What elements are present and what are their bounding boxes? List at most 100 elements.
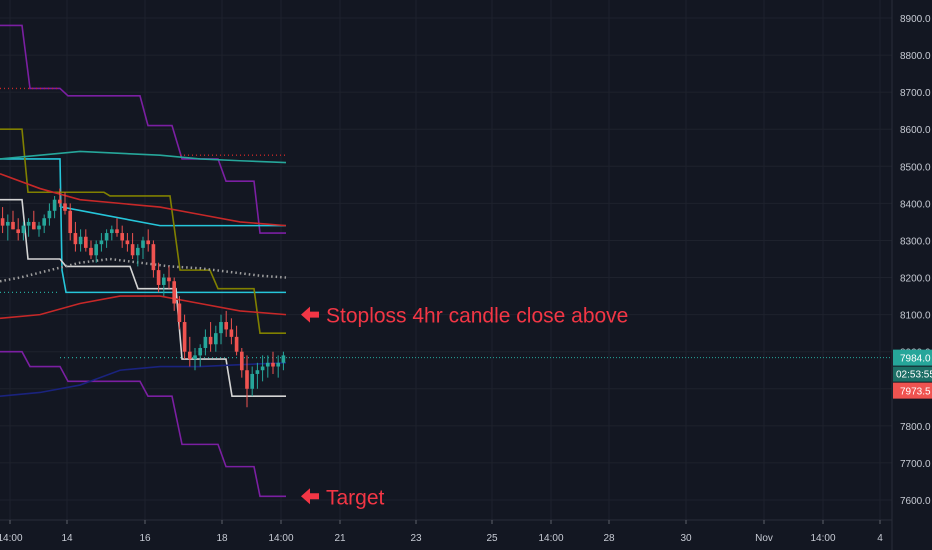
indicator-line — [0, 198, 286, 397]
candle-body — [193, 355, 197, 360]
price-tick-label: 8600.0 — [900, 125, 931, 136]
candle-body — [130, 244, 135, 256]
price-tick-label: 8100.0 — [900, 311, 931, 322]
candle-body — [255, 370, 260, 374]
candle-body — [99, 240, 104, 245]
candle-body — [271, 362, 275, 367]
candle-body — [156, 270, 161, 285]
countdown-tag — [893, 366, 932, 382]
candle-body — [219, 322, 223, 334]
time-tick-label: 25 — [486, 533, 498, 544]
annotation-text: Stoploss 4hr candle close above — [326, 305, 628, 328]
time-tick-label: 16 — [139, 533, 151, 544]
candle-body — [21, 225, 26, 234]
price-tick-label: 7600.0 — [900, 496, 931, 507]
time-tick-label: Nov — [755, 533, 773, 544]
price-tick-label: 8700.0 — [900, 88, 931, 99]
candle-body — [94, 244, 99, 256]
price-tick-label: 8200.0 — [900, 274, 931, 285]
candle-body — [16, 229, 21, 234]
indicator-line — [0, 362, 287, 397]
candle-body — [151, 244, 156, 271]
candle-body — [26, 221, 31, 226]
indicator-line — [0, 158, 286, 294]
price-tick-label: 8500.0 — [900, 162, 931, 173]
candle-body — [89, 247, 93, 256]
candle-body — [146, 240, 151, 245]
candle-body — [120, 233, 125, 241]
time-tick-label: 14:00 — [538, 533, 563, 544]
candle-body — [203, 336, 208, 348]
candle-body — [213, 333, 218, 345]
moving-average-line — [0, 257, 287, 283]
candle-body — [229, 329, 234, 337]
candle-body — [0, 218, 5, 226]
candle-body — [172, 281, 177, 304]
time-tick-label: 14:00 — [810, 533, 835, 544]
candle-body — [245, 370, 249, 389]
annotation-text: Target — [326, 486, 385, 509]
time-tick-label: 4 — [877, 533, 883, 544]
price-tick-label: 7800.0 — [900, 422, 931, 433]
candle-body — [224, 322, 229, 330]
time-tick-label: 14:00 — [0, 533, 23, 544]
candle-body — [167, 277, 171, 282]
price-tick-label: 8800.0 — [900, 51, 931, 62]
candle-body — [239, 351, 244, 371]
indicator-line — [0, 295, 287, 320]
indicator-line — [61, 206, 286, 227]
candle-body — [265, 362, 270, 367]
candle-body — [68, 210, 73, 234]
candle-body — [208, 336, 213, 345]
candle-body — [31, 221, 36, 230]
indicator-line — [0, 24, 286, 234]
candle-body — [47, 210, 52, 219]
price-tick-label: 8400.0 — [900, 199, 931, 210]
candle-body — [63, 203, 67, 211]
time-tick-label: 28 — [603, 533, 615, 544]
price-tick-label: 8300.0 — [900, 236, 931, 247]
last-price-tag — [893, 349, 932, 366]
time-tick-label: 23 — [410, 533, 422, 544]
price-tick-label: 8900.0 — [900, 14, 931, 25]
candle-body — [5, 221, 10, 226]
candle-body — [135, 247, 140, 256]
candle-body — [73, 233, 78, 245]
candle-body — [83, 236, 88, 248]
last-price-label: 7984.0 — [900, 354, 931, 365]
candle-body — [78, 236, 83, 245]
price-tick-label: 7700.0 — [900, 459, 931, 470]
time-tick-label: 21 — [334, 533, 346, 544]
candle-body — [187, 351, 192, 360]
indicator-line — [0, 128, 286, 334]
candle-body — [198, 347, 203, 356]
countdown-label: 02:53:55 — [896, 370, 932, 381]
low-price-tag — [893, 382, 932, 399]
candle-body — [42, 218, 47, 226]
time-tick-label: 14 — [61, 533, 73, 544]
time-tick-label: 14:00 — [268, 533, 293, 544]
candle-body — [260, 366, 265, 371]
candle-body — [161, 277, 166, 285]
indicator-line — [0, 150, 287, 164]
candle-body — [276, 362, 281, 367]
candle-body — [52, 199, 57, 211]
candle-body — [141, 240, 145, 248]
candle-body — [177, 303, 182, 323]
time-tick-label: 30 — [680, 533, 692, 544]
candle-body — [37, 225, 41, 230]
candle-body — [104, 233, 109, 241]
candle-body — [115, 229, 119, 234]
left-arrow-icon — [301, 488, 319, 505]
left-arrow-icon — [301, 306, 319, 323]
candle-body — [57, 199, 62, 204]
time-tick-label: 18 — [216, 533, 228, 544]
candle-body — [234, 336, 239, 352]
candle-body — [125, 240, 130, 245]
indicator-line — [0, 350, 286, 498]
candle-body — [281, 355, 286, 363]
candle-body — [11, 221, 15, 230]
indicator-line — [0, 172, 287, 227]
